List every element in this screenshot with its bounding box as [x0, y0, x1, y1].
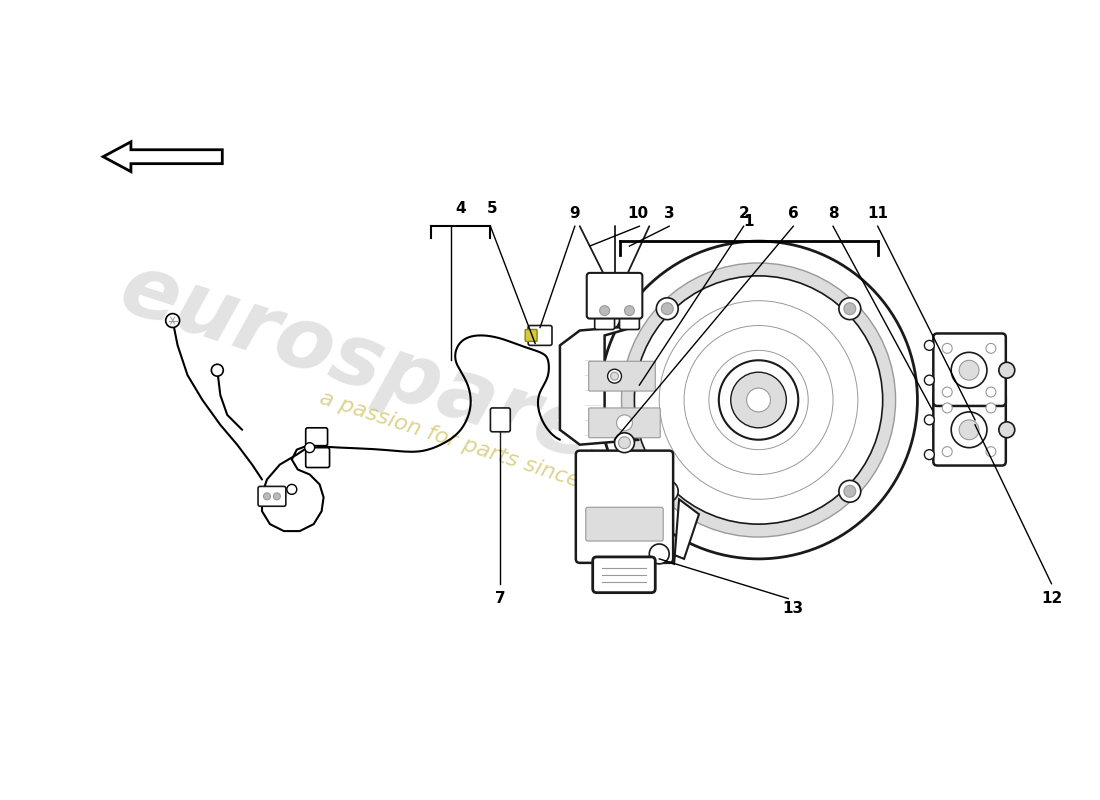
- FancyArrow shape: [103, 142, 222, 171]
- Text: 12: 12: [1041, 591, 1063, 606]
- Circle shape: [610, 372, 618, 380]
- Circle shape: [635, 276, 882, 524]
- Circle shape: [943, 387, 953, 397]
- Circle shape: [924, 415, 934, 425]
- FancyBboxPatch shape: [258, 486, 286, 506]
- Circle shape: [943, 343, 953, 354]
- Text: 9: 9: [570, 206, 580, 221]
- Circle shape: [657, 480, 679, 502]
- Text: 10: 10: [627, 206, 648, 221]
- Circle shape: [839, 298, 861, 320]
- FancyBboxPatch shape: [586, 273, 642, 318]
- Circle shape: [616, 415, 632, 430]
- Circle shape: [959, 360, 979, 380]
- Text: 8: 8: [827, 206, 838, 221]
- Circle shape: [615, 433, 635, 453]
- FancyBboxPatch shape: [619, 298, 639, 330]
- Circle shape: [986, 446, 996, 457]
- Circle shape: [264, 493, 271, 500]
- Circle shape: [943, 446, 953, 457]
- FancyBboxPatch shape: [588, 408, 660, 438]
- FancyBboxPatch shape: [575, 450, 673, 563]
- FancyBboxPatch shape: [595, 298, 615, 330]
- FancyBboxPatch shape: [933, 393, 1005, 466]
- Circle shape: [166, 314, 179, 327]
- FancyBboxPatch shape: [306, 428, 328, 446]
- FancyBboxPatch shape: [933, 334, 1005, 406]
- Circle shape: [986, 343, 996, 354]
- Text: a passion for parts since 1985: a passion for parts since 1985: [318, 388, 644, 511]
- Polygon shape: [560, 326, 639, 445]
- Circle shape: [924, 375, 934, 385]
- Circle shape: [621, 263, 895, 537]
- Circle shape: [305, 442, 315, 453]
- Circle shape: [952, 412, 987, 448]
- Circle shape: [287, 485, 297, 494]
- Text: 3: 3: [664, 206, 674, 221]
- Circle shape: [924, 341, 934, 350]
- Circle shape: [844, 302, 856, 314]
- Circle shape: [924, 450, 934, 459]
- Circle shape: [844, 486, 856, 498]
- Circle shape: [730, 372, 786, 428]
- Text: 2: 2: [738, 206, 749, 221]
- Circle shape: [986, 387, 996, 397]
- Text: 7: 7: [495, 591, 506, 606]
- Circle shape: [625, 306, 635, 315]
- Text: 4: 4: [455, 201, 466, 216]
- Circle shape: [211, 364, 223, 376]
- Text: 13: 13: [783, 601, 804, 616]
- Circle shape: [607, 370, 621, 383]
- Circle shape: [747, 388, 770, 412]
- Circle shape: [600, 306, 609, 315]
- Text: 1: 1: [744, 214, 754, 229]
- Text: eurospares: eurospares: [109, 246, 653, 494]
- Circle shape: [986, 403, 996, 413]
- Circle shape: [718, 360, 799, 440]
- FancyBboxPatch shape: [525, 330, 537, 342]
- Circle shape: [618, 437, 630, 449]
- FancyBboxPatch shape: [491, 408, 510, 432]
- Circle shape: [999, 362, 1014, 378]
- Polygon shape: [629, 499, 698, 564]
- Circle shape: [943, 403, 953, 413]
- Circle shape: [952, 352, 987, 388]
- Text: 5: 5: [487, 201, 497, 216]
- Text: 6: 6: [788, 206, 799, 221]
- FancyBboxPatch shape: [593, 557, 656, 593]
- Circle shape: [274, 493, 280, 500]
- Circle shape: [600, 241, 917, 559]
- FancyBboxPatch shape: [585, 507, 663, 541]
- Circle shape: [661, 302, 673, 314]
- Circle shape: [661, 486, 673, 498]
- Circle shape: [839, 480, 861, 502]
- FancyBboxPatch shape: [306, 448, 330, 467]
- Circle shape: [657, 298, 679, 320]
- FancyBboxPatch shape: [588, 362, 656, 391]
- Circle shape: [999, 422, 1014, 438]
- FancyBboxPatch shape: [528, 326, 552, 346]
- Text: 11: 11: [867, 206, 888, 221]
- Circle shape: [649, 544, 669, 564]
- Circle shape: [959, 420, 979, 440]
